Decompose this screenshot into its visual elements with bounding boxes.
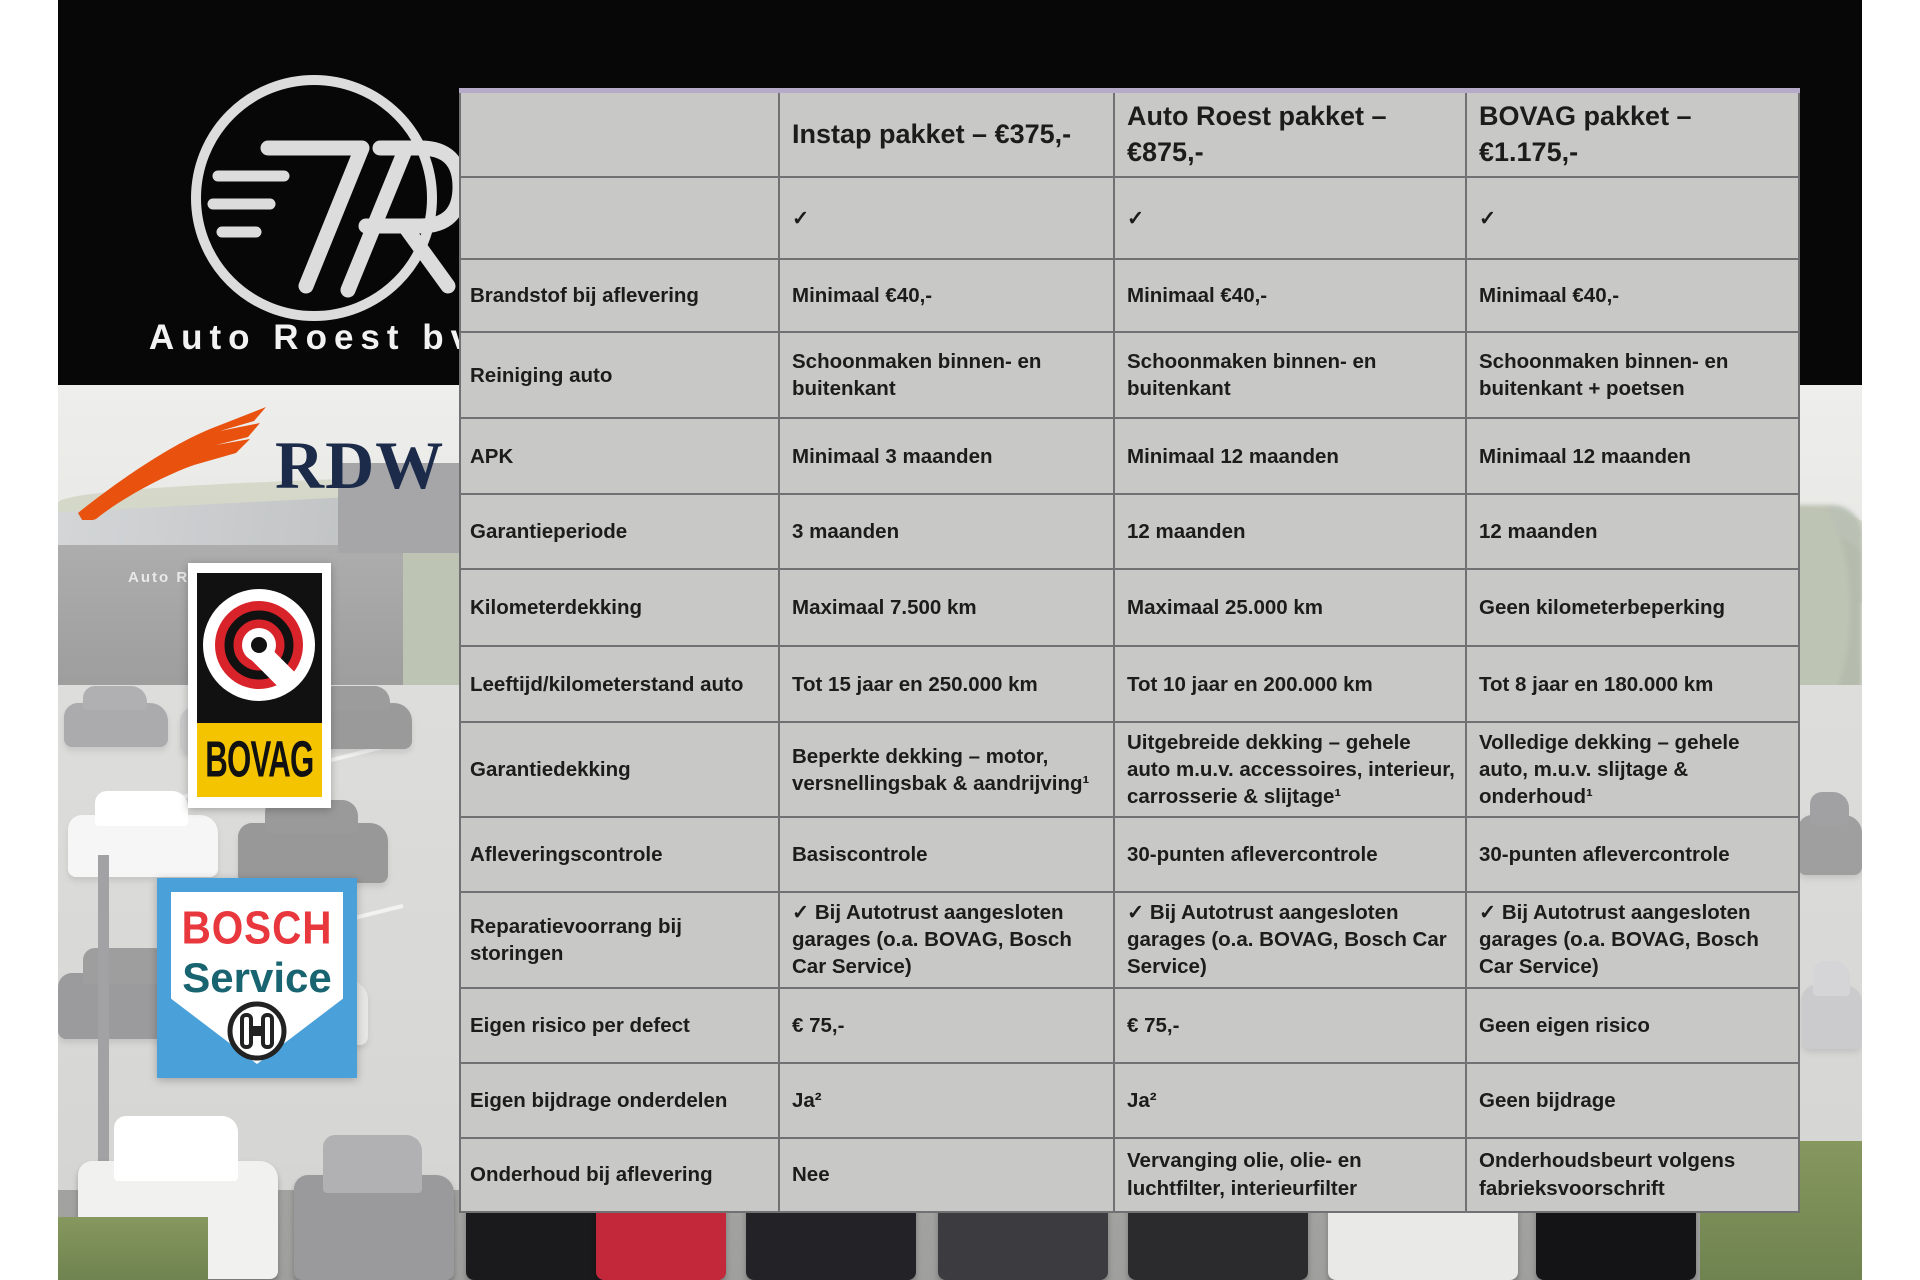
value-cell: ✓ Bij Autotrust aangesloten garages (o.a… <box>1465 891 1800 989</box>
table-row: Reiniging auto Schoonmaken binnen- en bui… <box>459 331 1800 420</box>
row-label: Garantieperiode <box>459 493 780 571</box>
rdw-wing-icon <box>78 407 266 523</box>
bovag-logo: BOVAG <box>188 563 331 808</box>
value-cell: Ja² <box>1113 1061 1467 1139</box>
bovag-wordmark: BOVAG <box>205 731 314 788</box>
value-cell: ✓ Bij Autotrust aangesloten garages (o.a… <box>1113 891 1467 989</box>
value-cell: Minimaal €40,- <box>1113 258 1467 334</box>
value-cell: Schoonmaken binnen- en buitenkant <box>1113 331 1467 420</box>
value-cell: Schoonmaken binnen- en buitenkant + poet… <box>1465 331 1800 420</box>
bovag-wheel-wrench-icon <box>197 573 322 723</box>
value-cell: Onderhoudsbeurt volgens fabrieksvoorschr… <box>1465 1136 1800 1213</box>
row-label: Garantiedekking <box>459 721 780 819</box>
row-label: Kilometerdekking <box>459 568 780 648</box>
table-row: Kilometerdekking Maximaal 7.500 km Maximaa… <box>459 568 1800 648</box>
bosch-armature-icon <box>227 1001 287 1061</box>
bosch-service-logo: BOSCH Service <box>157 878 357 1078</box>
rdw-logo: RDW <box>70 395 443 523</box>
value-cell: ✓ Bij Autotrust aangesloten garages (o.a… <box>778 891 1115 989</box>
value-cell: Beperkte dekking – motor, versnellingsba… <box>778 721 1115 819</box>
value-cell: 3 maanden <box>778 493 1115 571</box>
value-cell: Ja² <box>778 1061 1115 1139</box>
table-row: Brandstof bij aflevering Minimaal €40,- Mi… <box>459 258 1800 334</box>
value-cell: Volledige dekking – gehele auto, m.u.v. … <box>1465 721 1800 819</box>
value-cell: Schoonmaken binnen- en buitenkant <box>778 331 1115 420</box>
value-cell: Minimaal 12 maanden <box>1465 417 1800 496</box>
value-cell: 12 maanden <box>1113 493 1467 571</box>
dealer-name: Auto Roest bv <box>148 318 478 357</box>
row-label: Eigen bijdrage onderdelen <box>459 1061 780 1139</box>
row-label: Eigen risico per defect <box>459 986 780 1064</box>
value-cell: 30-punten aflevercontrole <box>1465 816 1800 894</box>
value-cell: Minimaal €40,- <box>1465 258 1800 334</box>
table-header-row: Instap pakket – €375,- Auto Roest pakket… <box>459 89 1800 179</box>
row-label: Onderhoud bij aflevering <box>459 1136 780 1213</box>
header-bovag-pakket: BOVAG pakket – €1.175,- <box>1465 89 1800 179</box>
auto-roest-logo-icon <box>191 75 468 321</box>
value-cell: Minimaal 3 maanden <box>778 417 1115 496</box>
package-comparison-table: Instap pakket – €375,- Auto Roest pakket… <box>459 88 1800 1213</box>
value-cell: Geen kilometerbeperking <box>1465 568 1800 648</box>
table-row: Garantiedekking Beperkte dekking – motor,… <box>459 721 1800 819</box>
package-table-body: ✓ ✓ ✓ Brandstof bij aflevering Minimaal €40,… <box>459 176 1800 1213</box>
value-cell: Maximaal 7.500 km <box>778 568 1115 648</box>
table-row: Reparatievoorrang bij storingen ✓ Bij Aut… <box>459 891 1800 989</box>
value-cell: Tot 10 jaar en 200.000 km <box>1113 645 1467 724</box>
table-row: Eigen bijdrage onderdelen Ja² Ja² Geen bijd… <box>459 1061 1800 1139</box>
table-row: ✓ ✓ ✓ <box>459 176 1800 261</box>
bosch-service-wordmark: Service <box>182 954 332 1001</box>
value-cell: Maximaal 25.000 km <box>1113 568 1467 648</box>
header-instap-pakket: Instap pakket – €375,- <box>778 89 1115 179</box>
value-cell: Minimaal €40,- <box>778 258 1115 334</box>
value-cell: Minimaal 12 maanden <box>1113 417 1467 496</box>
grass-strip <box>58 1217 208 1280</box>
value-cell: 12 maanden <box>1465 493 1800 571</box>
table-row: Garantieperiode 3 maanden 12 maanden 12 maa… <box>459 493 1800 571</box>
table-row: APK Minimaal 3 maanden Minimaal 12 maanden… <box>459 417 1800 496</box>
value-cell: ✓ <box>778 176 1115 261</box>
value-cell: Uitgebreide dekking – gehele auto m.u.v.… <box>1113 721 1467 819</box>
row-label: Afleveringscontrole <box>459 816 780 894</box>
value-cell: Geen bijdrage <box>1465 1061 1800 1139</box>
value-cell: ✓ <box>1113 176 1467 261</box>
row-label: Leeftijd/kilometerstand auto <box>459 645 780 724</box>
row-label: Reparatievoorrang bij storingen <box>459 891 780 989</box>
header-auto-roest-pakket: Auto Roest pakket – €875,- <box>1113 89 1467 179</box>
table-row: Eigen risico per defect € 75,- € 75,- Geen … <box>459 986 1800 1064</box>
table-row: Leeftijd/kilometerstand auto Tot 15 jaar … <box>459 645 1800 724</box>
table-row: Onderhoud bij aflevering Nee Vervanging ol… <box>459 1136 1800 1213</box>
value-cell: Tot 15 jaar en 250.000 km <box>778 645 1115 724</box>
car-silver <box>294 1175 454 1280</box>
rdw-wordmark: RDW <box>275 427 445 503</box>
table-row: Afleveringscontrole Basiscontrole 30-punte… <box>459 816 1800 894</box>
row-label: APK <box>459 417 780 496</box>
value-cell: € 75,- <box>1113 986 1467 1064</box>
row-label: Reiniging auto <box>459 331 780 420</box>
row-label <box>459 176 780 261</box>
value-cell: 30-punten aflevercontrole <box>1113 816 1467 894</box>
bosch-wordmark: BOSCH <box>181 902 333 955</box>
value-cell: Vervanging olie, olie- en luchtfilter, i… <box>1113 1136 1467 1213</box>
value-cell: Tot 8 jaar en 180.000 km <box>1465 645 1800 724</box>
row-label: Brandstof bij aflevering <box>459 258 780 334</box>
value-cell: € 75,- <box>778 986 1115 1064</box>
value-cell: Nee <box>778 1136 1115 1213</box>
bovag-band: BOVAG <box>197 723 322 797</box>
value-cell: ✓ <box>1465 176 1800 261</box>
header-empty-cell <box>459 89 780 179</box>
value-cell: Basiscontrole <box>778 816 1115 894</box>
value-cell: Geen eigen risico <box>1465 986 1800 1064</box>
